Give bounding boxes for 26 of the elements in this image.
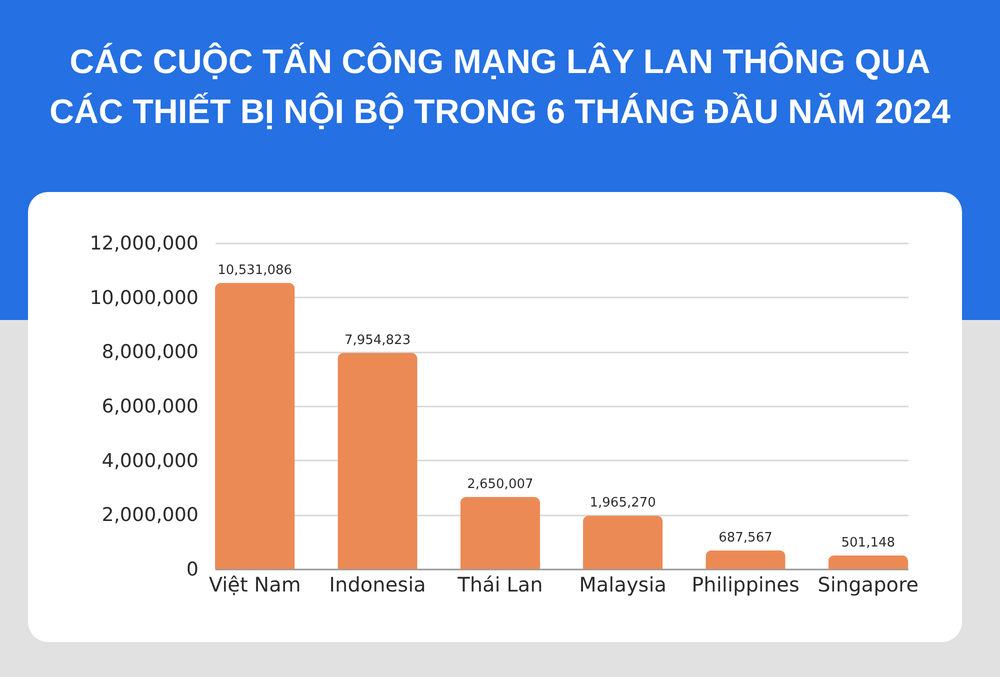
y-tick-label: 2,000,000 (102, 504, 198, 526)
x-tick-label: Malaysia (579, 572, 667, 596)
y-tick-label: 12,000,000 (90, 232, 198, 254)
data-label: 2,650,007 (467, 477, 534, 492)
bar (338, 352, 418, 569)
chart-title: CÁC CUỘC TẤN CÔNG MẠNG LÂY LAN THÔNG QUA CÁC THIẾT BỊ NỘI BỘ TRONG 6 THÁNG ĐẦU NĂM 2024 (49, 42, 951, 131)
data-label: 7,954,823 (344, 332, 411, 348)
bar (215, 282, 295, 569)
data-label: 10,531,086 (218, 262, 292, 278)
y-tick-label: 0 (186, 558, 198, 580)
data-label: 1,965,270 (590, 496, 656, 511)
y-tick-label: 10,000,000 (90, 286, 198, 309)
x-tick-label: Singapore (818, 572, 919, 596)
y-tick-label: 8,000,000 (102, 341, 198, 364)
x-tick-label: Việt Nam (208, 572, 301, 596)
data-label: 501,148 (841, 535, 896, 550)
x-tick-label: Indonesia (329, 572, 426, 596)
bar (706, 550, 786, 569)
y-tick-label: 4,000,000 (102, 450, 198, 472)
x-tick-label: Thái Lan (456, 572, 543, 596)
bar (582, 516, 663, 569)
x-tick-label: Philippines (692, 572, 800, 596)
bar (460, 497, 540, 569)
data-label: 687,567 (718, 530, 772, 546)
y-tick-label: 6,000,000 (102, 396, 198, 418)
bar (828, 555, 908, 569)
